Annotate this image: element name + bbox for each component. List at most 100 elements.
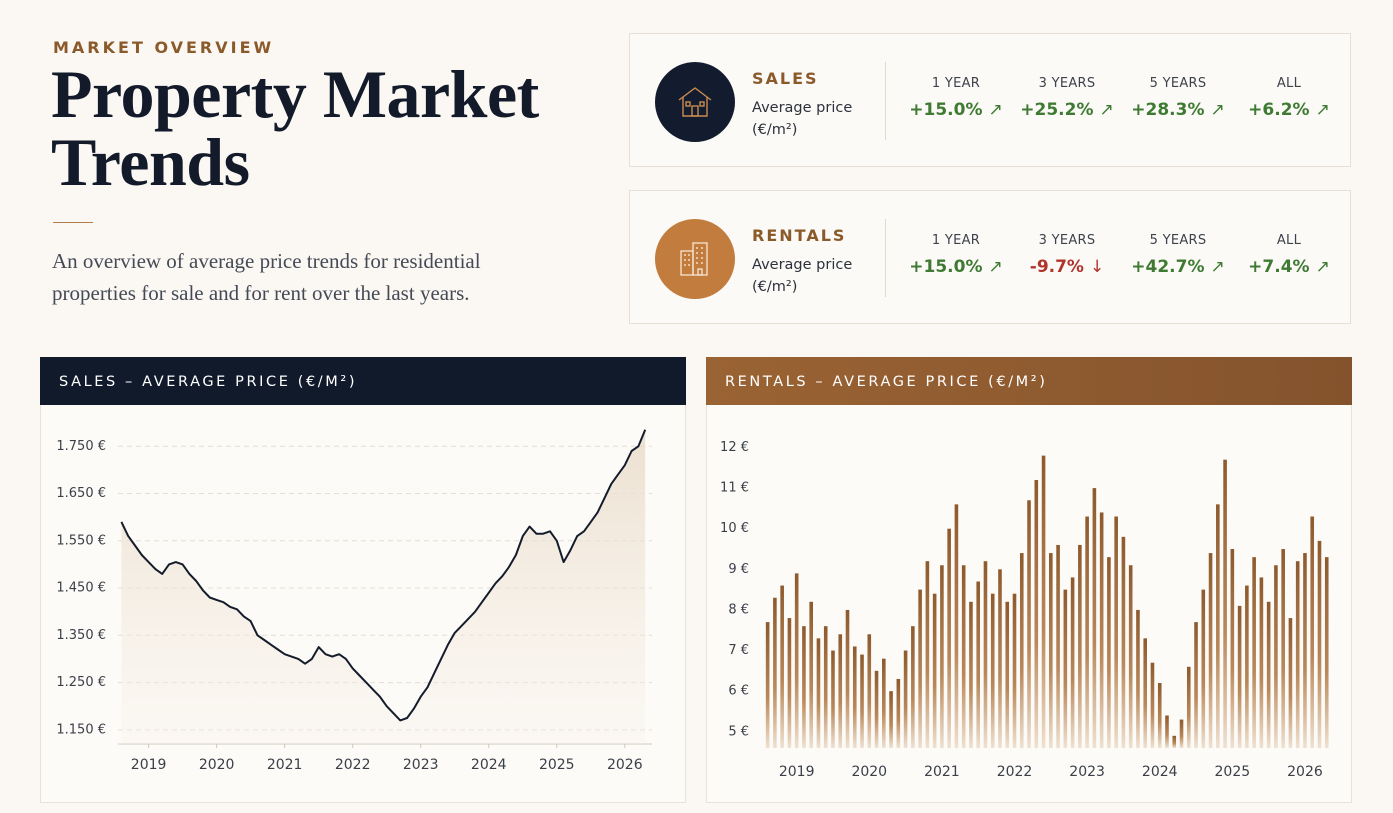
x-tick-label: 2019 xyxy=(779,764,815,780)
bar xyxy=(940,565,944,748)
stat-period: ALL xyxy=(1276,76,1302,91)
line xyxy=(120,429,647,722)
card-sublabel: Average price (€/m²) xyxy=(752,100,853,138)
stat-period: 3 YEARS xyxy=(1038,76,1096,91)
icon xyxy=(655,219,735,299)
bar xyxy=(903,650,908,748)
y-tick-label: 7 € xyxy=(728,643,749,658)
bar xyxy=(1230,549,1235,748)
bar xyxy=(1114,516,1118,748)
bar xyxy=(1179,719,1184,748)
bar xyxy=(765,622,770,748)
bar xyxy=(911,626,915,748)
stat-period: 3 YEARS xyxy=(1038,233,1096,248)
stat-change: +25.2% ↗ xyxy=(1011,100,1123,120)
trend-arrow: ↗ xyxy=(988,257,1003,277)
bar xyxy=(1012,593,1017,748)
bar xyxy=(874,670,879,748)
bar xyxy=(918,589,922,748)
bar xyxy=(845,609,850,748)
stat-period: 1 YEAR xyxy=(931,233,981,248)
bar xyxy=(1121,536,1126,748)
stat-change: +6.2% ↗ xyxy=(1233,100,1345,120)
x-tick-label: 2020 xyxy=(199,757,235,773)
trend-arrow: ↓ xyxy=(1089,257,1105,277)
chart: SALES – AVERAGE PRICE (€/M²) 1.150 € 1.25… xyxy=(40,357,686,803)
y-tick-label: 1.350 € xyxy=(56,628,106,643)
x-tick-label: 2024 xyxy=(1142,764,1178,780)
bar xyxy=(860,654,864,748)
area-fill xyxy=(121,429,646,744)
stat-period: 1 YEAR xyxy=(931,76,981,91)
y-tick-label: 10 € xyxy=(720,521,749,536)
panel-header xyxy=(40,357,686,405)
bar xyxy=(823,626,828,748)
stat-period: ALL xyxy=(1276,233,1302,248)
stat: 3 YEARS -9.7% ↓ xyxy=(1011,233,1123,277)
bar xyxy=(1157,683,1162,748)
trend-arrow: ↗ xyxy=(1210,257,1225,277)
bar xyxy=(1252,557,1256,748)
y-tick-label: 12 € xyxy=(720,440,749,455)
bar xyxy=(1172,735,1177,748)
divider-rule xyxy=(53,222,93,223)
bar xyxy=(1281,549,1285,748)
bar xyxy=(1310,516,1315,748)
bar xyxy=(1216,504,1220,748)
bar xyxy=(1165,715,1169,748)
stat: 1 YEAR +15.0% ↗ xyxy=(900,76,1012,120)
bar xyxy=(1143,638,1148,748)
stat-change: +28.3% ↗ xyxy=(1122,100,1234,120)
stat: 1 YEAR +15.0% ↗ xyxy=(900,233,1012,277)
trend-arrow: ↗ xyxy=(988,100,1003,120)
bar xyxy=(867,634,872,748)
bar xyxy=(1078,544,1082,748)
stat-change: +15.0% ↗ xyxy=(900,100,1012,120)
bar xyxy=(1136,609,1140,748)
bar xyxy=(925,561,930,748)
bar xyxy=(1099,512,1104,748)
bar xyxy=(1085,516,1089,748)
x-tick-label: 2023 xyxy=(1069,764,1105,780)
bar xyxy=(831,650,835,748)
bar xyxy=(1070,577,1075,748)
trend-arrow: ↗ xyxy=(1210,100,1225,120)
stat-value: +28.3% xyxy=(1131,100,1205,120)
bar xyxy=(998,569,1002,748)
card-label: SALES xyxy=(752,69,819,88)
stat-change: -9.7% ↓ xyxy=(1011,257,1123,277)
bar xyxy=(889,691,893,748)
bar xyxy=(983,561,988,748)
x-tick-label: 2026 xyxy=(1287,764,1323,780)
stat: 3 YEARS +25.2% ↗ xyxy=(1011,76,1123,120)
bar xyxy=(990,593,995,748)
y-tick-label: 8 € xyxy=(728,602,749,617)
x-tick-label: 2020 xyxy=(851,764,887,780)
y-tick-label: 1.450 € xyxy=(56,581,106,596)
bar xyxy=(794,573,799,748)
bar xyxy=(1201,589,1206,748)
description: An overview of average price trends for … xyxy=(52,249,481,305)
card-divider xyxy=(885,62,886,140)
bar xyxy=(961,565,966,748)
bar xyxy=(1107,557,1111,748)
x-tick-label: 2021 xyxy=(924,764,960,780)
chart-title: RENTALS – AVERAGE PRICE (€/M²) xyxy=(725,374,1047,390)
stat: ALL +7.4% ↗ xyxy=(1233,233,1345,277)
chart-title: SALES – AVERAGE PRICE (€/M²) xyxy=(59,374,357,390)
stat-card: RENTALS Average price (€/m²) 1 YEAR +15.0… xyxy=(629,190,1351,324)
stat-period: 5 YEARS xyxy=(1149,76,1207,91)
x-tick-label: 2026 xyxy=(607,757,643,773)
stat: 5 YEARS +42.7% ↗ xyxy=(1122,233,1234,277)
x-tick-label: 2021 xyxy=(267,757,303,773)
stat-value: +42.7% xyxy=(1131,257,1205,277)
stat-value: +25.2% xyxy=(1020,100,1094,120)
bar xyxy=(1303,553,1307,748)
stat-value: +7.4% xyxy=(1248,257,1310,277)
stat-value: +6.2% xyxy=(1248,100,1310,120)
bar xyxy=(1063,589,1068,748)
stat-change: +15.0% ↗ xyxy=(900,257,1012,277)
chart: RENTALS – AVERAGE PRICE (€/M²) 5 € 6 € 7 €… xyxy=(706,357,1352,803)
bar xyxy=(976,581,981,748)
